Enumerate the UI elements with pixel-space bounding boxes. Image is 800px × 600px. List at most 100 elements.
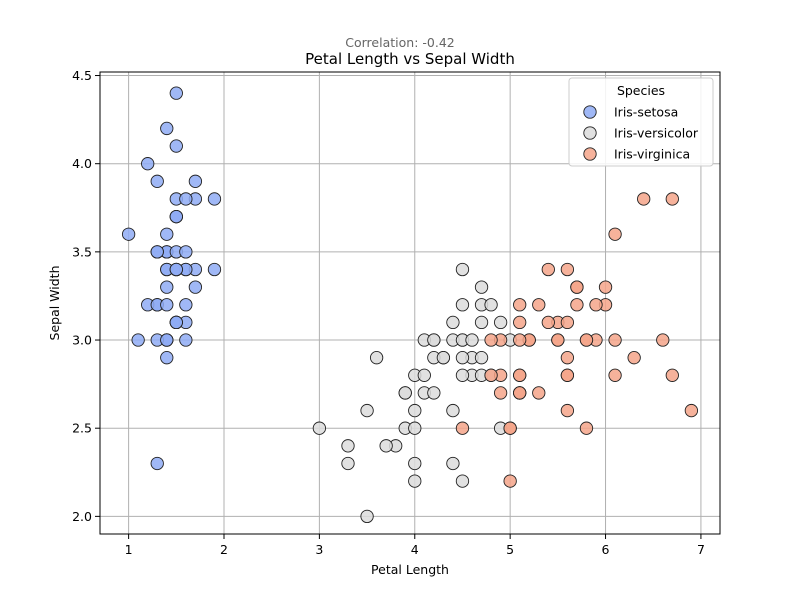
data-point <box>455 421 470 435</box>
data-point <box>427 333 441 347</box>
data-point <box>484 368 498 382</box>
y-tick-label: 3.0 <box>72 333 92 348</box>
legend-label: Iris-virginica <box>614 147 690 162</box>
x-tick-label: 1 <box>125 542 133 557</box>
data-point <box>455 351 470 365</box>
data-point <box>360 403 374 418</box>
data-point <box>513 333 527 347</box>
x-axis-label: Petal Length <box>371 562 449 577</box>
data-point <box>560 368 575 382</box>
data-point <box>560 351 575 365</box>
data-point <box>684 403 699 418</box>
data-point <box>169 209 183 224</box>
data-point <box>513 386 527 400</box>
data-point <box>207 262 222 277</box>
data-point <box>398 386 412 400</box>
y-axis-label: Sepal Width <box>47 266 62 341</box>
y-tick-label: 3.5 <box>72 244 92 259</box>
data-point <box>408 421 422 435</box>
y-tick-label: 2.5 <box>72 421 92 436</box>
data-point <box>513 368 527 382</box>
data-point <box>541 315 555 330</box>
data-point <box>474 280 489 294</box>
data-point <box>446 456 460 471</box>
data-point <box>150 174 164 188</box>
data-point <box>541 262 555 277</box>
legend-marker <box>583 105 597 119</box>
chart-subtitle: Correlation: -0.42 <box>345 35 454 50</box>
data-point <box>150 245 164 259</box>
data-point <box>503 474 517 488</box>
data-point <box>160 333 174 347</box>
data-point <box>131 333 145 347</box>
data-point <box>570 298 584 312</box>
data-point <box>474 315 489 330</box>
y-tick-label: 4.5 <box>72 68 92 83</box>
y-tick-label: 4.0 <box>72 156 92 171</box>
data-point <box>560 262 575 277</box>
data-point <box>608 333 622 347</box>
data-point <box>169 139 183 153</box>
data-point <box>446 315 460 330</box>
legend-items: Iris-setosa Iris-versicolor Iris-virginica <box>583 105 699 162</box>
data-point <box>179 245 193 259</box>
data-point <box>455 368 470 382</box>
data-point <box>637 192 651 206</box>
data-point <box>160 351 174 365</box>
data-point <box>436 351 451 365</box>
x-tick-label: 5 <box>506 542 514 557</box>
data-point <box>474 351 489 365</box>
data-point <box>513 298 527 312</box>
axis-ticks: 1 2 3 4 5 6 7 2.0 2.5 3.0 3.5 4.0 4.5 <box>72 68 705 557</box>
data-point <box>532 298 546 312</box>
legend-label: Iris-setosa <box>614 105 678 120</box>
x-tick-label: 4 <box>411 542 419 557</box>
data-point <box>207 192 222 206</box>
data-point <box>455 262 470 277</box>
data-point <box>179 192 193 206</box>
plot-frame <box>99 71 721 535</box>
data-point <box>160 298 174 312</box>
data-point <box>493 386 508 400</box>
data-point <box>341 456 355 471</box>
data-point <box>665 192 679 206</box>
data-point <box>484 333 498 347</box>
data-point <box>503 421 517 435</box>
data-point <box>598 280 613 294</box>
data-point <box>532 386 546 400</box>
legend-label: Iris-versicolor <box>614 126 699 141</box>
data-point <box>312 421 327 435</box>
data-point <box>608 227 622 241</box>
data-point <box>656 333 670 347</box>
data-point <box>579 421 594 435</box>
legend-marker <box>583 126 597 140</box>
data-point <box>169 315 183 330</box>
data-point <box>627 351 641 365</box>
data-point <box>455 298 470 312</box>
data-point <box>179 298 193 312</box>
data-point <box>188 280 203 294</box>
data-point <box>169 262 183 277</box>
data-point <box>427 386 441 400</box>
data-point <box>160 121 174 136</box>
data-point <box>169 86 183 100</box>
data-point <box>408 474 422 488</box>
data-point <box>455 474 470 488</box>
data-point <box>608 368 622 382</box>
data-point <box>551 333 565 347</box>
data-point <box>369 351 384 365</box>
x-tick-label: 7 <box>697 542 705 557</box>
data-points <box>121 86 699 524</box>
data-point <box>341 439 355 453</box>
x-tick-label: 3 <box>315 542 323 557</box>
data-point <box>379 439 393 453</box>
legend-title: Species <box>617 83 665 98</box>
data-point <box>484 298 498 312</box>
data-point <box>560 403 575 418</box>
x-tick-label: 6 <box>602 542 610 557</box>
data-point <box>579 333 594 347</box>
legend-marker <box>583 147 597 161</box>
data-point <box>150 456 164 471</box>
data-point <box>360 509 374 524</box>
